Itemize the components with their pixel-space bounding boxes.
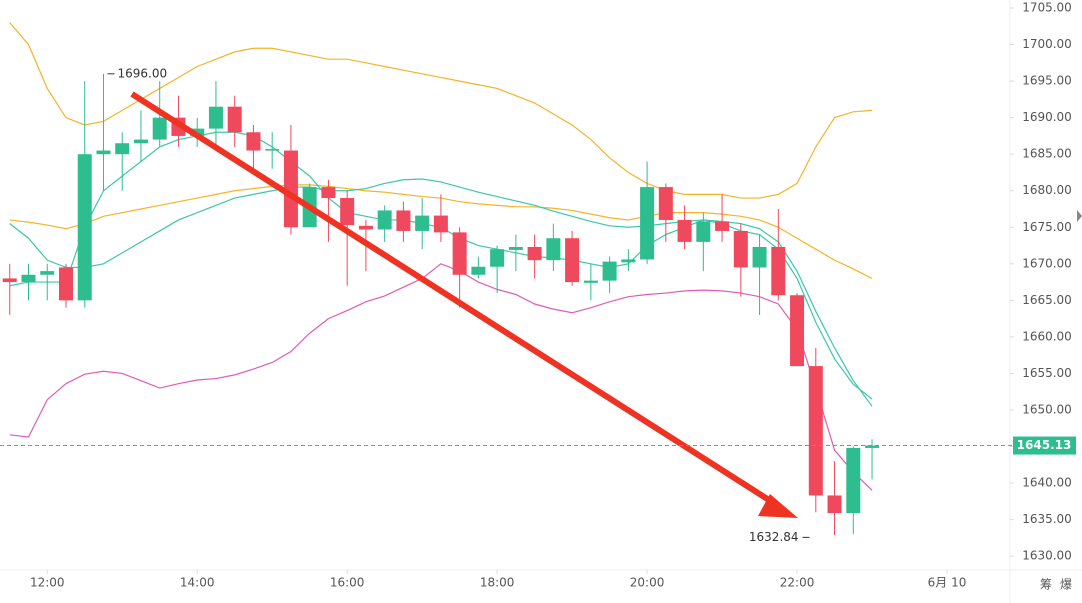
x-tick-label: 20:00 — [630, 576, 665, 590]
candle-body — [827, 495, 842, 513]
side-handle[interactable] — [1077, 210, 1082, 222]
candle-body — [40, 271, 55, 275]
candles — [2, 73, 880, 536]
candle-body — [340, 198, 355, 226]
candle-body — [283, 150, 298, 228]
arrow-head — [758, 494, 798, 518]
y-tick-label: 1630.00 — [1022, 549, 1072, 563]
x-tick-label: 14:00 — [180, 576, 215, 590]
y-tick-label: 1635.00 — [1022, 512, 1072, 526]
candle-body — [790, 295, 805, 367]
x-tick-label: 22:00 — [780, 576, 815, 590]
y-tick-label: 1660.00 — [1022, 329, 1072, 343]
candle-body — [433, 215, 448, 233]
last-price-label: 1645.13 — [1017, 438, 1072, 452]
candle-body — [452, 232, 467, 275]
y-tick-label: 1700.00 — [1022, 37, 1072, 51]
toolbar-button[interactable]: 筹 — [1040, 578, 1052, 592]
candle-body — [602, 261, 617, 281]
candle-body — [546, 238, 561, 261]
candle-body — [752, 247, 767, 268]
candle-body — [565, 238, 580, 283]
last-price-box — [1013, 436, 1076, 455]
candle-body — [321, 187, 336, 199]
y-tick-label: 1640.00 — [1022, 476, 1072, 490]
candle-body — [265, 149, 280, 151]
arrow-shaft — [130, 91, 782, 510]
candle-body — [21, 274, 36, 283]
candle-body — [96, 150, 111, 155]
candle-body — [696, 221, 711, 242]
x-tick-label: 16:00 — [330, 576, 365, 590]
toolbar-button[interactable]: 爆 — [1060, 578, 1072, 592]
trend-arrow — [130, 91, 798, 518]
y-tick-label: 1705.00 — [1022, 1, 1072, 15]
y-tick-label: 1690.00 — [1022, 110, 1072, 124]
y-tick-label: 1665.00 — [1022, 293, 1072, 307]
candle-body — [152, 117, 167, 140]
candle-body — [208, 106, 223, 129]
y-tick-label: 1680.00 — [1022, 183, 1072, 197]
candle-body — [358, 225, 373, 230]
candle-body — [658, 187, 673, 220]
candle-body — [490, 249, 505, 267]
candle-body — [733, 230, 748, 268]
min-label: 1632.84 — [749, 530, 799, 544]
candle-body — [58, 267, 73, 301]
candle-body — [527, 247, 542, 261]
candle-body — [2, 278, 17, 283]
x-tick-label: 6月 10 — [928, 576, 967, 590]
candle-body — [846, 447, 861, 513]
candle-body — [246, 132, 261, 151]
candle-body — [471, 266, 486, 275]
candle-body — [396, 210, 411, 231]
candle-body — [415, 215, 430, 231]
candle-body — [640, 187, 655, 260]
candle-body — [677, 219, 692, 242]
y-tick-label: 1655.00 — [1022, 366, 1072, 380]
x-tick-label: 12:00 — [30, 576, 65, 590]
y-tick-label: 1695.00 — [1022, 74, 1072, 88]
candle-body — [227, 106, 242, 133]
candle-body — [865, 445, 880, 448]
candle-body — [377, 210, 392, 230]
candle-body — [508, 247, 523, 250]
candle-body — [115, 143, 130, 155]
y-tick-label: 1675.00 — [1022, 220, 1072, 234]
x-tick-label: 18:00 — [480, 576, 515, 590]
candle-body — [133, 139, 148, 144]
candle-body — [621, 259, 636, 263]
candle-body — [77, 154, 92, 301]
candle-body — [771, 247, 786, 296]
candle-body — [715, 221, 730, 231]
y-tick-label: 1650.00 — [1022, 402, 1072, 416]
max-label: 1696.00 — [117, 66, 167, 80]
candle-body — [808, 366, 823, 496]
indicator-line — [9, 22, 873, 199]
y-tick-label: 1685.00 — [1022, 147, 1072, 161]
indicator-line — [9, 263, 873, 491]
candle-body — [583, 280, 598, 283]
y-tick-label: 1670.00 — [1022, 256, 1072, 270]
